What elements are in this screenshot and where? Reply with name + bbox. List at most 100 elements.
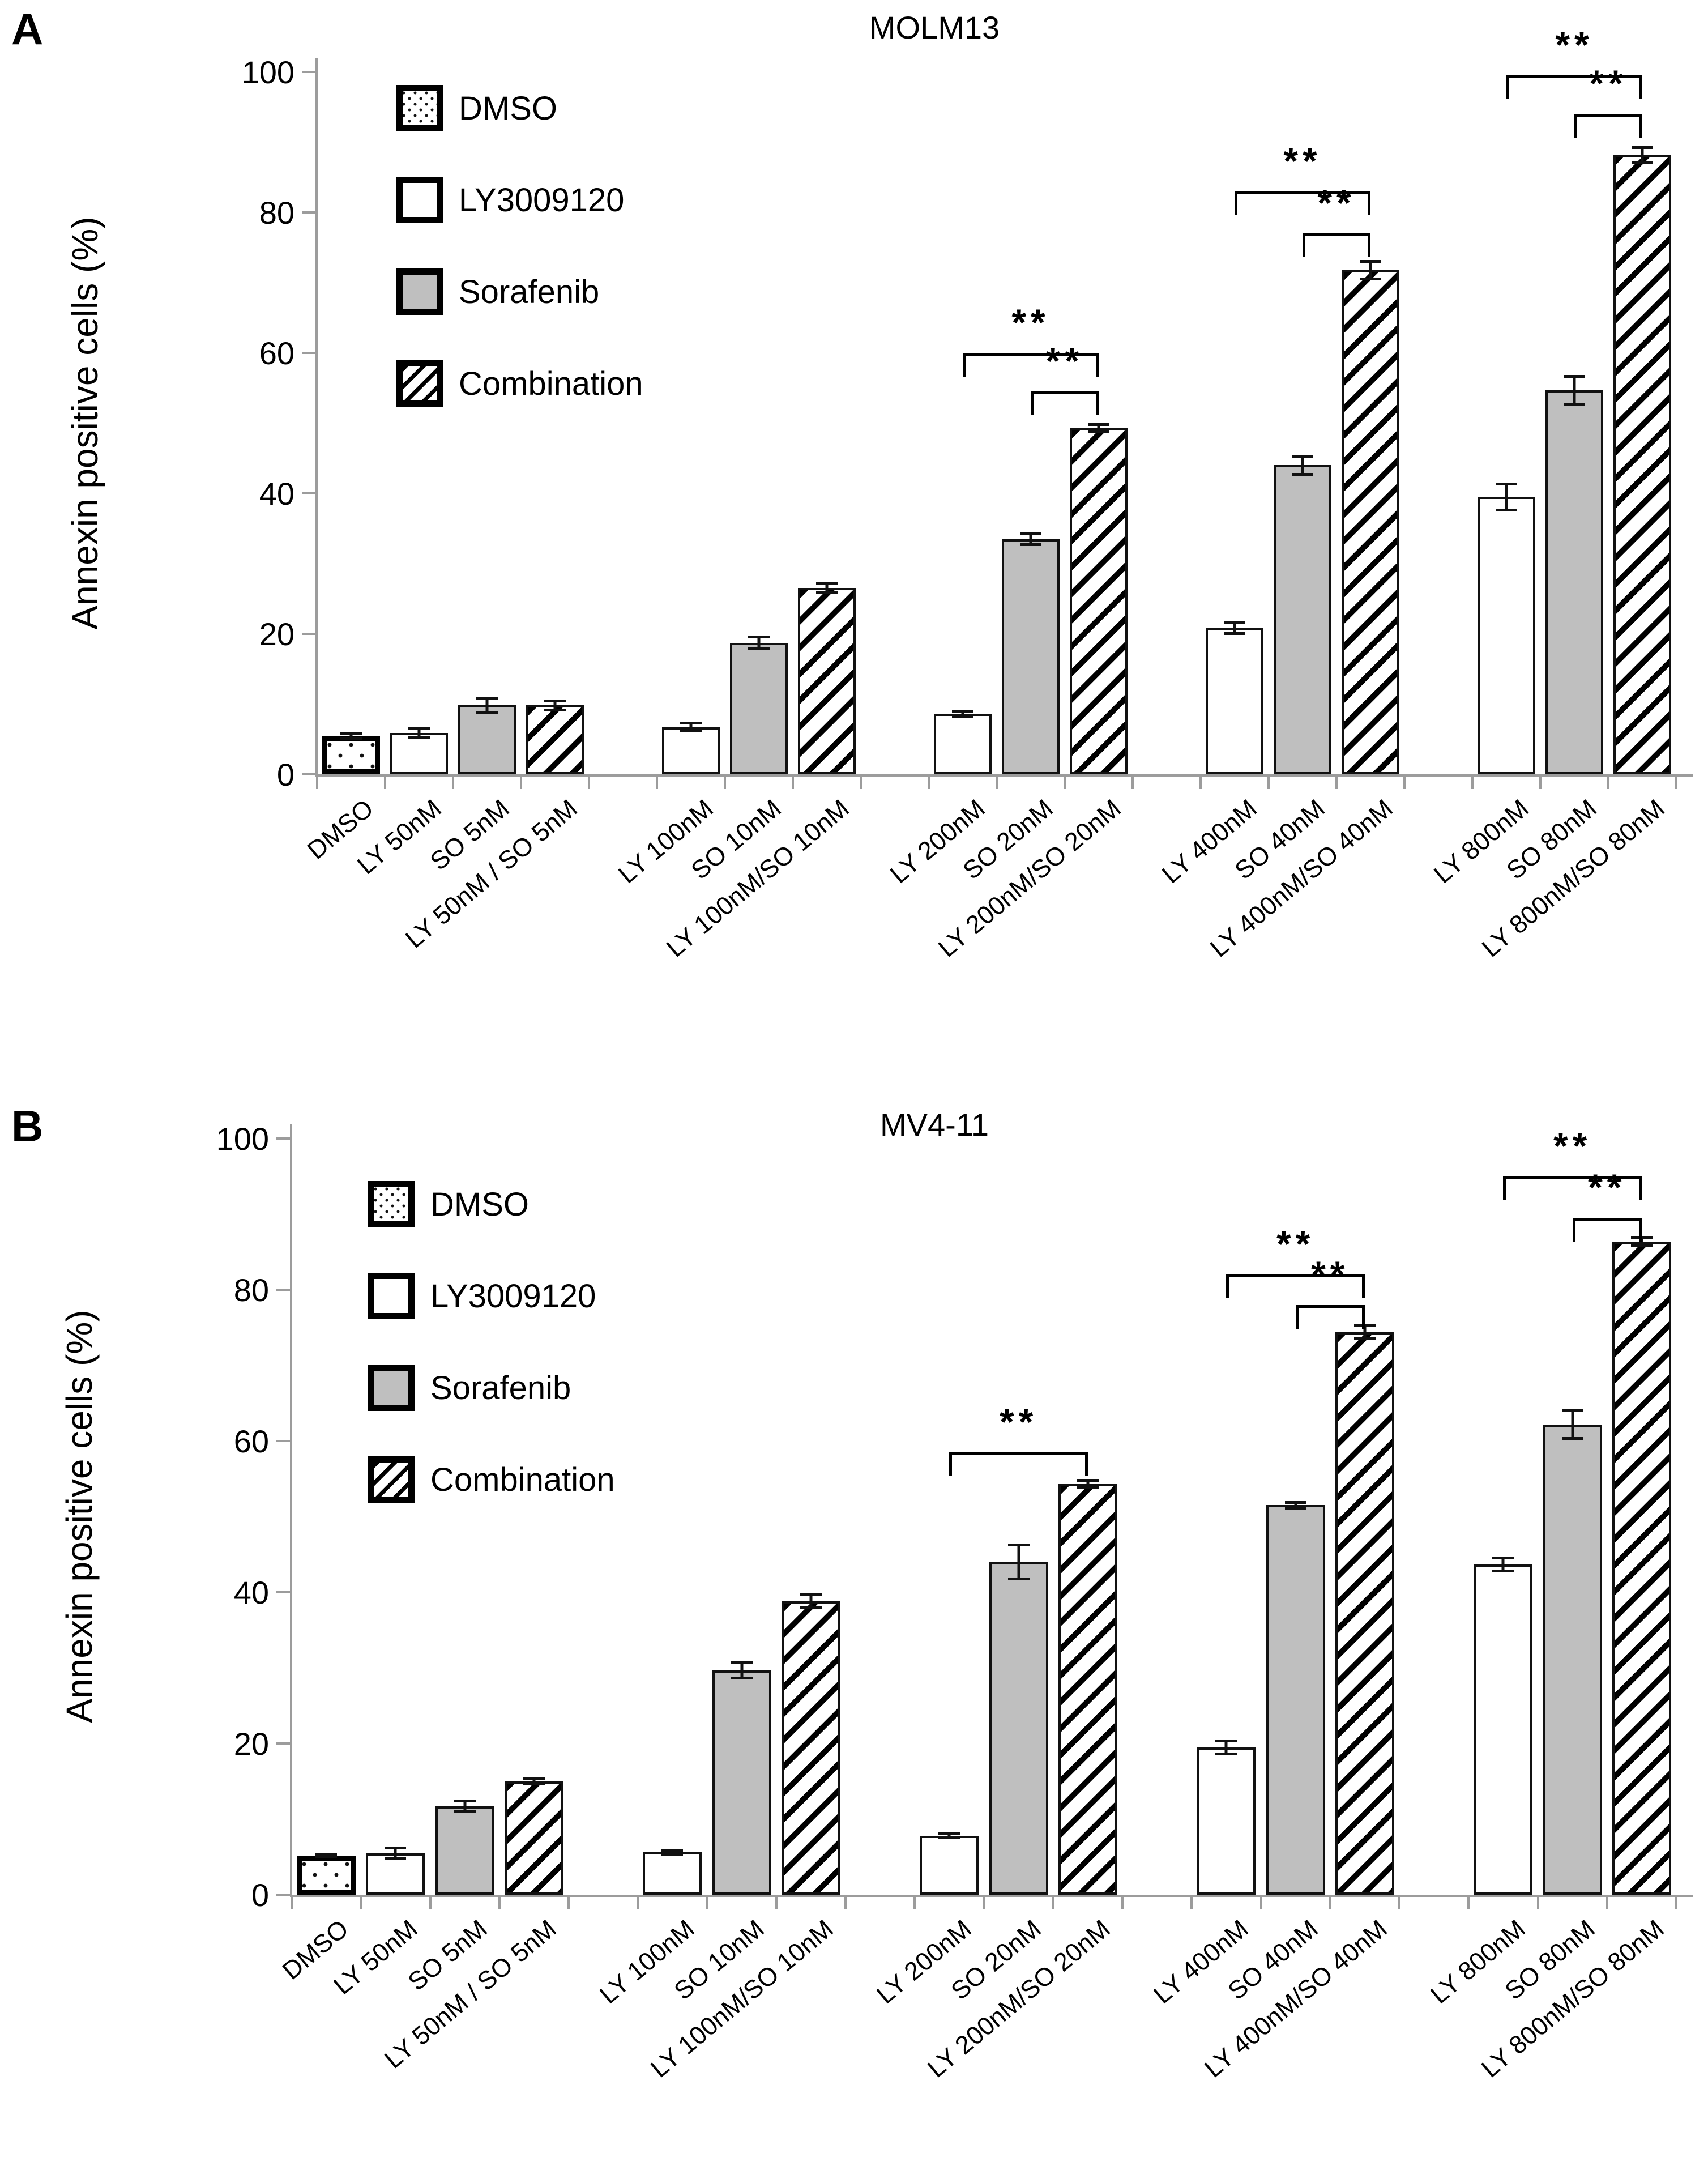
error-bar-cap-bottom [1224,632,1245,635]
x-tick [520,777,522,789]
error-bar [454,1800,476,1813]
error-bar-cap-top [748,635,770,638]
error-bar-line [757,636,761,650]
error-bar-cap-top [385,1847,407,1850]
error-bar-line [1224,1740,1228,1754]
legend-item-sorafenib: Sorafenib [396,268,599,315]
error-bar-line [1640,1237,1643,1246]
error-bar-cap-bottom [800,1606,822,1610]
error-bar-cap-bottom [544,709,566,712]
legend-item-sorafenib: Sorafenib [368,1365,571,1411]
legend-label: DMSO [459,89,557,127]
panel-b: B MV4-11 Annexin positive cells (%) 0 20 4… [0,1079,1708,2170]
error-bar [1077,1479,1099,1489]
y-tick-label: 40 [259,476,294,511]
error-bar-line [1017,1544,1020,1580]
x-tick [637,1897,639,1909]
y-tick-label: 20 [259,616,294,652]
legend-swatch-sorafenib-icon [396,268,443,315]
panel-a: A MOLM13 Annexin positive cells (%) 0 20 4… [0,0,1708,1079]
error-bar-cap-bottom [1284,1506,1306,1510]
x-tick [1121,1897,1124,1909]
error-bar-cap-top [1215,1739,1237,1742]
chart-bar [526,705,584,774]
legend-label: Combination [430,1461,615,1498]
x-tick [1052,1897,1054,1909]
error-bar [1564,374,1585,406]
significance-bracket [1031,391,1099,416]
x-tick [429,1897,432,1909]
chart-bar [1206,628,1263,774]
error-bar-cap-bottom [816,591,838,595]
y-tick [276,1289,290,1291]
x-tick [928,777,930,789]
error-bar-cap-top [1292,455,1313,458]
x-tick [1064,777,1066,789]
error-bar-line [1571,1410,1574,1439]
error-bar-line [553,700,557,711]
error-bar-line [825,583,829,594]
chart-bar [1335,1332,1394,1895]
error-bar-cap-top [544,699,566,702]
error-bar-line [417,728,421,738]
error-bar-cap-top [731,1660,753,1664]
chart-bar [643,1852,702,1895]
error-bar-cap-top [1077,1479,1099,1482]
error-bar [1353,1324,1376,1340]
legend-swatch-dmso-icon [396,85,443,131]
significance-bracket [1506,75,1642,100]
error-bar-line [532,1778,536,1785]
x-axis [315,774,1693,777]
error-bar-line [961,711,964,717]
chart-bar [458,705,516,774]
error-bar-cap-top [1360,259,1381,263]
legend-swatch-combination-icon [396,360,443,407]
y-tick-label: 60 [259,335,294,371]
legend-label: Sorafenib [430,1369,571,1406]
error-bar-cap-bottom [680,730,702,733]
legend-item-dmso: DMSO [396,85,557,131]
legend-swatch-ly3009120-icon [368,1273,415,1319]
legend-swatch-ly3009120-icon [396,177,443,223]
chart-bar [934,714,992,774]
significance-bracket [1303,233,1370,258]
legend-swatch-combination-icon [368,1456,415,1503]
error-bar-cap-top [1496,482,1517,485]
error-bar [1284,1501,1306,1510]
error-bar [1492,1556,1514,1572]
y-tick [302,71,315,73]
error-bar-cap-bottom [938,1836,960,1839]
chart-bar [1543,1424,1602,1895]
x-tick [792,777,794,789]
error-bar-line [740,1661,744,1679]
error-bar-cap-top [661,1849,684,1852]
error-bar-line [485,698,489,713]
x-tick [656,777,658,789]
x-tick [1539,777,1542,789]
error-bar-cap-top [1088,423,1109,427]
legend-label: Sorafenib [459,273,600,310]
y-tick-label: 0 [276,757,294,792]
error-bar-cap-top [408,727,430,730]
legend-label: DMSO [430,1186,529,1223]
y-tick [276,1440,290,1442]
error-bar-cap-top [1224,621,1245,625]
error-bar-cap-bottom [476,710,498,714]
chart-bar [1058,1484,1117,1895]
significance-label: ** [1311,1253,1350,1295]
x-tick [1467,1897,1470,1909]
legend-swatch-dmso-icon [368,1181,415,1227]
y-tick-label: 60 [233,1423,269,1459]
error-bar-line [1573,376,1576,404]
significance-bracket [1503,1176,1642,1200]
error-bar [476,697,498,714]
error-bar-cap-top [523,1777,545,1780]
error-bar-cap-bottom [1564,402,1585,406]
chart-bar [1002,539,1060,774]
error-bar-line [463,1801,467,1812]
y-tick [276,1137,290,1140]
error-bar [1496,482,1517,511]
x-tick [1190,1897,1193,1909]
error-bar-cap-top [1007,1543,1030,1546]
